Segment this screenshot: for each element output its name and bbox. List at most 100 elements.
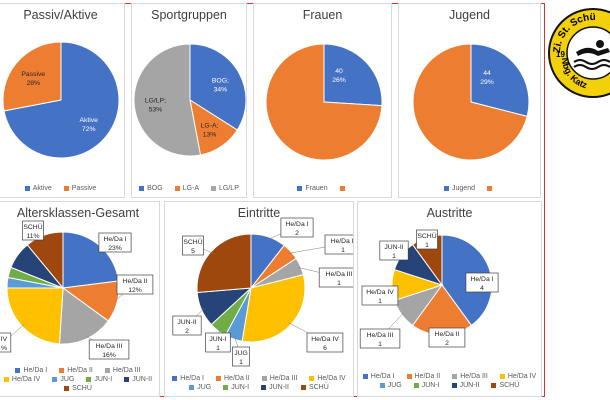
data-label-sportgruppen-1: LG-A; 13% xyxy=(201,123,219,139)
legend-item-altersklassen-6: JUN-II xyxy=(124,376,152,383)
data-label-name-altersklassen-7: SCHÜ xyxy=(23,223,42,231)
pie-svg-altersklassen: He/Da I 23% He/Da II 12% He/Da III 16% IV% SCHÜ… xyxy=(0,220,154,360)
pie-svg-sportgruppen: BOG; 34% LG-A; 13% LG/LP; 53% xyxy=(133,43,246,157)
pie-slice-sportgruppen-lg-lp xyxy=(133,43,202,157)
legend-item-jugend-0: Jugend xyxy=(444,185,475,192)
legend-item-frauen-1 xyxy=(339,185,348,192)
legend-swatch xyxy=(59,368,65,373)
legend-swatch xyxy=(24,186,30,191)
legend-label: He/Da I xyxy=(180,375,204,382)
data-label-value-eintritte-6: 2 xyxy=(185,328,189,335)
legend-item-eintritte-4: JUG xyxy=(189,384,211,391)
legend-item-austritte-1: He/Da II xyxy=(406,373,441,380)
club-logo: Zi. St. Schü Nbg. Katz 19 8 xyxy=(548,8,610,98)
data-label-sportgruppen-2: LG/LP; 53% xyxy=(145,97,166,113)
legend-label: He/Da II xyxy=(414,373,441,380)
data-label-value-eintritte-2: 1 xyxy=(337,280,341,287)
data-label-name-passiv-aktive-0: Aktive xyxy=(79,117,98,124)
data-label-name-passiv-aktive-1: Passive xyxy=(21,71,45,78)
legend-passiv-aktive: Aktive Passive xyxy=(0,185,124,192)
legend-label: BOG xyxy=(147,185,163,192)
legend-label: He/Da III xyxy=(460,373,488,380)
data-label-eintritte-2: He/Da III 1 xyxy=(318,267,353,288)
data-label-name-austritte-1: He/Da II xyxy=(435,331,460,338)
data-label-austritte-1: He/Da II 2 xyxy=(428,327,466,348)
legend-swatch xyxy=(15,368,21,373)
pie-slice-frauen-frauen xyxy=(323,43,383,107)
data-label-altersklassen-1: He/Da II 12% xyxy=(116,274,154,295)
chart-title-austritte: Austritte xyxy=(426,206,473,220)
data-label-name-austritte-3: He/Da IV xyxy=(366,289,394,296)
legend-item-austritte-2: He/Da III xyxy=(452,373,488,380)
pie-svg-passiv-aktive: Aktive 72% Passive 28% xyxy=(2,41,120,159)
data-label-name-jugend-0: 44 xyxy=(483,70,491,77)
data-label-value-austritte-7: 1 xyxy=(425,242,429,249)
data-label-altersklassen-7: SCHÜ 11% xyxy=(22,220,44,241)
legend-swatch xyxy=(300,385,306,390)
logo-year-left: 19 xyxy=(556,50,565,59)
pie-slice-passiv-aktive-passive xyxy=(2,41,62,112)
legend-swatch xyxy=(261,376,267,381)
legend-swatch xyxy=(261,385,267,390)
legend-item-frauen-0: Frauen xyxy=(297,185,328,192)
legend-swatch xyxy=(3,377,9,382)
data-label-value-sportgruppen-1: 13% xyxy=(203,132,217,139)
data-label-value-eintritte-7: 5 xyxy=(191,248,195,255)
legend-item-eintritte-1: He/Da II xyxy=(216,375,250,382)
legend-label: He/Da III xyxy=(112,367,141,374)
data-label-altersklassen-3: IV% xyxy=(0,332,12,353)
legend-label: He/Da I xyxy=(370,373,395,380)
data-label-value-altersklassen-3: % xyxy=(1,345,7,352)
legend-item-eintritte-7: SCHÜ xyxy=(300,384,329,391)
legend-swatch xyxy=(309,376,315,381)
data-label-austritte-2: He/Da III 1 xyxy=(359,328,401,349)
legend-label: He/Da IV xyxy=(11,376,41,383)
data-label-value-altersklassen-7: 11% xyxy=(26,233,39,240)
pie-slice-eintritte-sch xyxy=(196,233,252,293)
data-label-name-eintritte-4: JUG xyxy=(234,350,248,357)
legend-item-austritte-4: JUG xyxy=(379,382,402,389)
chart-card-passiv-aktive: Passiv/Aktive Aktive 72% Passive 28% Aktive… xyxy=(0,3,125,198)
legend-swatch xyxy=(486,186,492,191)
legend-swatch xyxy=(64,386,70,391)
legend-item-austritte-0: He/Da I xyxy=(362,373,395,380)
legend-item-eintritte-2: He/Da III xyxy=(261,375,297,382)
data-label-altersklassen-2: He/Da III 16% xyxy=(88,339,130,360)
pie-svg-eintritte: He/Da I 2 He/Da II 1 He/Da III 1 He/Da IV 6 JUG 1… xyxy=(172,217,353,367)
data-label-name-austritte-7: SCHÜ xyxy=(417,232,436,240)
chart-card-altersklassen: Altersklassen-Gesamt He/Da I 23% He/Da II 1… xyxy=(0,201,160,397)
chart-card-austritte: Austritte He/Da I 4 He/Da II 2 He/Da III 1 He/… xyxy=(357,201,542,397)
data-label-name-eintritte-6: JUN-II xyxy=(177,319,196,326)
pie-slice-altersklassen-he-da-iii xyxy=(58,287,109,345)
legend-frauen: Frauen xyxy=(254,185,391,192)
data-label-eintritte-4: JUG 1 xyxy=(232,346,250,367)
legend-label: Passive xyxy=(71,185,97,192)
pie-slice-jugend-jugend xyxy=(470,43,530,118)
legend-swatch xyxy=(223,385,229,390)
legend-item-eintritte-5: JUN-I xyxy=(223,384,249,391)
data-label-value-passiv-aktive-0: 72% xyxy=(82,126,96,133)
legend-swatch xyxy=(379,383,385,388)
legend-label: He/Da II xyxy=(67,367,93,374)
chart-card-jugend: Jugend 44 29% Jugend xyxy=(398,3,541,198)
legend-swatch xyxy=(362,374,368,379)
chart-card-frauen: Frauen 40 26% Frauen xyxy=(253,3,392,198)
pie-slice-altersklassen-sch xyxy=(26,231,64,290)
legend-swatch xyxy=(52,377,58,382)
legend-item-austritte-5: JUN-I xyxy=(413,382,440,389)
legend-swatch xyxy=(104,368,110,373)
legend-swatch xyxy=(174,186,180,191)
legend-label: Aktive xyxy=(32,185,52,192)
data-label-value-eintritte-4: 1 xyxy=(239,359,243,366)
data-label-sportgruppen-0: BOG; 34% xyxy=(212,77,229,93)
legend-item-sportgruppen-0: BOG xyxy=(139,185,163,192)
legend-swatch xyxy=(499,374,505,379)
legend-label: JUG xyxy=(60,376,75,383)
data-label-value-eintritte-1: 1 xyxy=(341,247,345,254)
legend-item-altersklassen-7: SCHÜ xyxy=(64,385,92,392)
data-label-austritte-0: He/Da I 4 xyxy=(465,272,499,293)
data-label-name-altersklassen-2: He/Da III xyxy=(96,343,123,350)
legend-swatch xyxy=(413,383,419,388)
